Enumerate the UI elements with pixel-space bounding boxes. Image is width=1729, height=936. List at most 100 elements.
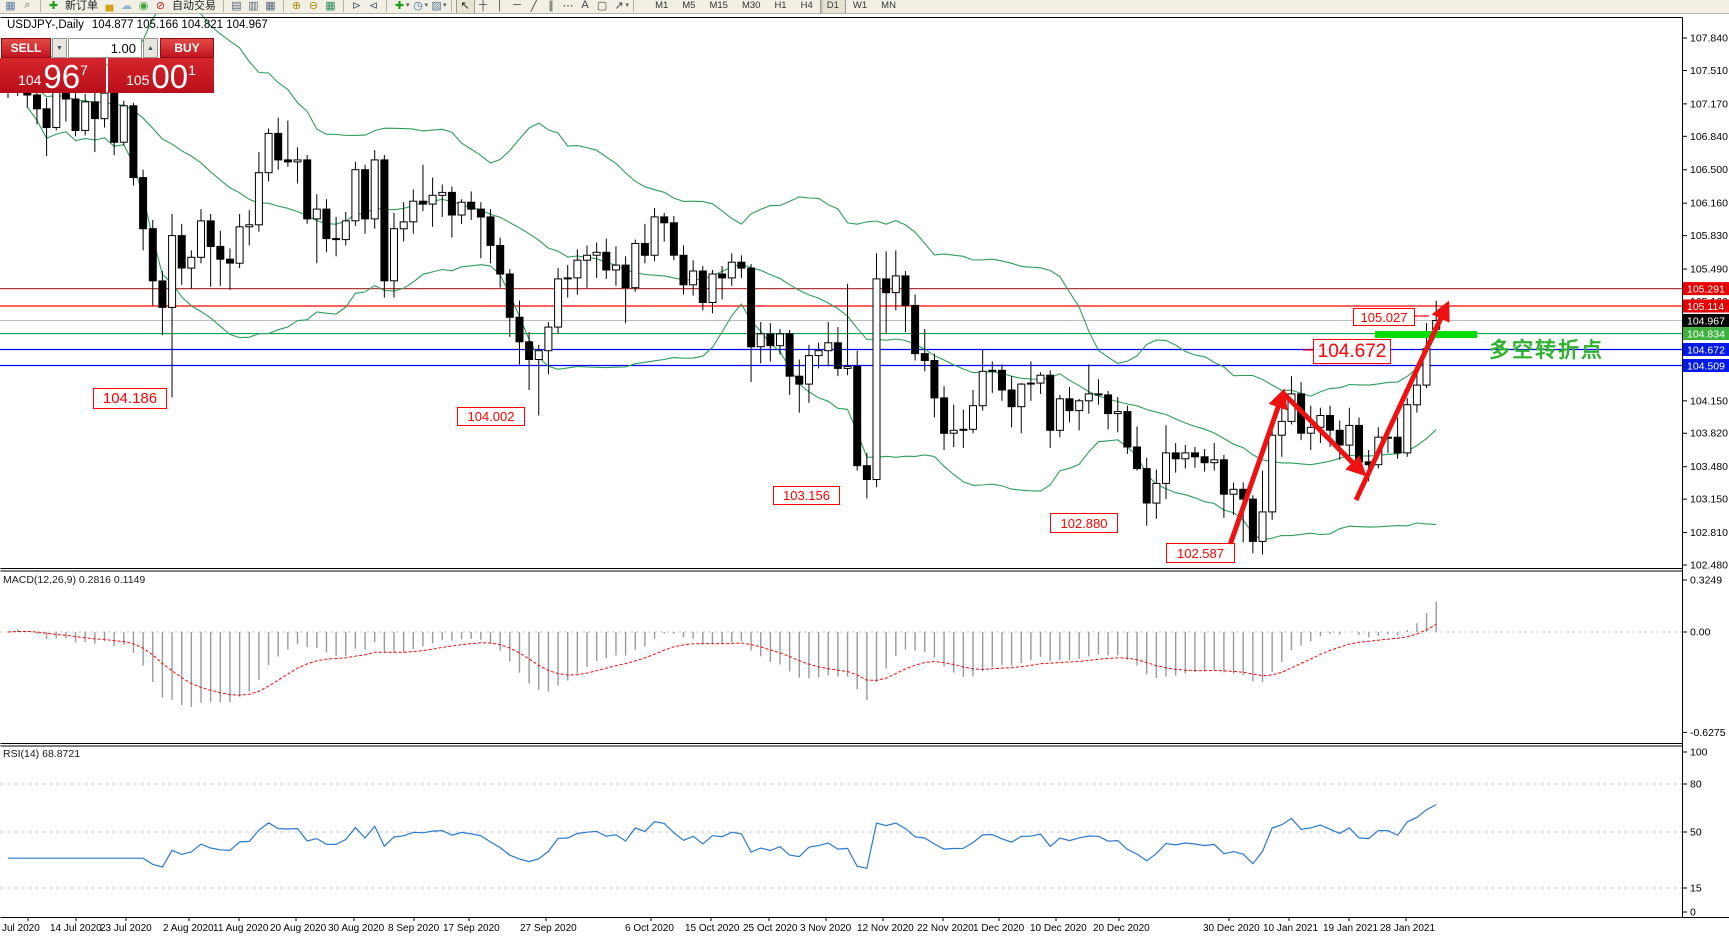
rsi-line xyxy=(8,804,1437,869)
macd-tick: 0.00 xyxy=(1690,627,1711,639)
timeframe-button-m30[interactable]: M30 xyxy=(741,0,761,11)
price-label-object[interactable]: 102.880 xyxy=(1050,513,1118,533)
date-tick: 8 Sep 2020 xyxy=(388,923,440,934)
zoom-in-icon[interactable]: ⊕ xyxy=(291,0,302,12)
price-label-object[interactable]: 104.002 xyxy=(457,407,525,426)
timeframe-button-m1[interactable]: M1 xyxy=(655,0,669,11)
date-tick: 2 Aug 2020 xyxy=(163,923,214,934)
price-label-object[interactable]: 105.027 xyxy=(1353,308,1415,326)
candlesticks xyxy=(4,56,1441,555)
ask-pips: 00 xyxy=(151,58,189,95)
vertical-line-icon[interactable]: │ xyxy=(496,0,504,11)
rsi-tick: 0 xyxy=(1690,907,1696,919)
equidistant-channel-icon[interactable]: ∥ xyxy=(548,0,554,12)
text-tool-icon[interactable]: A xyxy=(581,0,589,11)
chevron-down-icon: ▼ xyxy=(56,44,63,52)
date-tick: 30 Dec 2020 xyxy=(1203,923,1260,934)
price-label-object[interactable]: 103.156 xyxy=(773,486,840,505)
trend-arrow xyxy=(1353,300,1450,502)
date-tick: 15 Oct 2020 xyxy=(685,923,740,934)
volume-decrease-button[interactable]: ▼ xyxy=(52,38,67,58)
date-tick: 10 Jan 2021 xyxy=(1263,923,1318,934)
volume-input[interactable] xyxy=(68,38,142,58)
chart-shift-icon[interactable]: ⊲ xyxy=(368,0,379,12)
timeframe-button-m5[interactable]: M5 xyxy=(682,0,696,11)
crosshair-icon[interactable]: ┼ xyxy=(479,0,487,11)
rsi-value: 68.8721 xyxy=(42,748,81,760)
cursor-icon[interactable]: ↖ xyxy=(455,0,475,13)
toolbar-separator xyxy=(223,0,224,12)
chart-window-icon[interactable]: ▦ xyxy=(5,0,16,12)
date-tick: 27 Sep 2020 xyxy=(520,923,577,934)
new-order-label[interactable]: 新订单 xyxy=(65,0,98,12)
autotrade-status-icon[interactable]: ⊘ xyxy=(155,0,166,12)
date-tick: 1 Dec 2020 xyxy=(973,923,1025,934)
deposit-icon[interactable]: ▄ xyxy=(105,0,114,11)
rsi-tick: 50 xyxy=(1690,827,1702,839)
candle-chart-icon[interactable]: ▥ xyxy=(248,0,259,12)
zoom-out-icon[interactable]: ⊖ xyxy=(308,0,319,12)
timeframe-button-d1[interactable]: D1 xyxy=(819,0,846,13)
price-tick: 103.150 xyxy=(1690,494,1728,506)
date-tick: 10 Dec 2020 xyxy=(1030,923,1087,934)
sell-button[interactable]: SELL xyxy=(1,38,51,58)
timeframe-button-h4[interactable]: H4 xyxy=(800,0,813,11)
signal-icon[interactable]: ◉ xyxy=(138,0,149,12)
price-label-object[interactable]: 104.186 xyxy=(93,388,167,409)
bollinger-lower xyxy=(26,106,1437,541)
cloud-icon[interactable]: ☁ xyxy=(121,0,132,12)
tile-windows-icon[interactable]: ▦ xyxy=(325,0,336,12)
date-tick: 6 Oct 2020 xyxy=(625,923,674,934)
macd-tick: 0.3249 xyxy=(1690,575,1722,587)
indicators-icon[interactable]: ✚ xyxy=(394,0,405,12)
price-label-object[interactable]: 102.587 xyxy=(1166,543,1235,563)
price-label-object[interactable]: 104.672 xyxy=(1313,339,1391,364)
bollinger-upper xyxy=(27,2,1437,397)
svg-text:105.114: 105.114 xyxy=(1687,301,1724,313)
pivot-point-text-object[interactable]: 多空转折点 xyxy=(1489,339,1604,362)
date-tick: 30 Aug 2020 xyxy=(328,923,385,934)
ask-point: 1 xyxy=(188,62,196,78)
line-chart-icon[interactable]: ▦ xyxy=(265,0,276,12)
svg-text:104.967: 104.967 xyxy=(1687,315,1725,327)
bid-pips: 96 xyxy=(43,58,81,95)
dropdown-caret-icon[interactable]: ▾ xyxy=(625,2,630,9)
price-tick: 103.820 xyxy=(1690,428,1728,440)
horizontal-line-icon[interactable]: ─ xyxy=(513,0,521,11)
search-icon[interactable]: ⌕ xyxy=(24,0,31,11)
toolbar-separator xyxy=(40,0,41,12)
fibonacci-icon[interactable]: ⋯ xyxy=(562,0,574,12)
date-tick: 11 Aug 2020 xyxy=(213,923,269,934)
ohlc-values: 104.877 105.166 104.821 104.967 xyxy=(91,19,268,31)
buy-button[interactable]: BUY xyxy=(160,38,214,58)
volume-increase-button[interactable]: ▲ xyxy=(143,38,158,58)
auto-trading-label[interactable]: 自动交易 xyxy=(172,0,216,12)
auto-scroll-icon[interactable]: ⊳ xyxy=(351,0,362,12)
sell-button-label: SELL xyxy=(10,41,42,55)
price-tick: 104.150 xyxy=(1690,395,1728,407)
price-tick: 106.840 xyxy=(1690,131,1728,143)
dropdown-caret-icon[interactable]: ▾ xyxy=(406,2,410,9)
date-tick: 25 Oct 2020 xyxy=(743,923,798,934)
ask-price-panel[interactable]: 105 00 1 xyxy=(108,58,214,93)
date-tick: 28 Jan 2021 xyxy=(1380,923,1435,934)
price-tick: 107.840 xyxy=(1690,33,1728,45)
timeframe-button-m15[interactable]: M15 xyxy=(709,0,728,11)
periods-icon[interactable]: ◷ xyxy=(413,0,423,12)
timeframe-button-w1[interactable]: W1 xyxy=(852,0,868,11)
new-order-icon[interactable]: ✚ xyxy=(48,0,59,12)
dropdown-caret-icon[interactable]: ▾ xyxy=(443,2,447,9)
timeframe-button-h1[interactable]: H1 xyxy=(774,0,787,11)
templates-icon[interactable]: ▨ xyxy=(431,0,442,12)
dropdown-caret-icon[interactable]: ▾ xyxy=(424,2,429,9)
timeframe-button-mn[interactable]: MN xyxy=(881,0,896,11)
bar-chart-icon[interactable]: ▤ xyxy=(231,0,242,12)
trendline-icon[interactable]: ╱ xyxy=(530,0,538,12)
shapes-icon[interactable]: ▢ xyxy=(596,0,608,12)
macd-values: 0.2816 0.1149 xyxy=(78,574,146,586)
bid-price-panel[interactable]: 104 96 7 xyxy=(0,58,106,93)
price-tick: 107.510 xyxy=(1690,65,1728,77)
arrows-tool-icon[interactable]: ↗ xyxy=(614,0,624,12)
svg-text:104.672: 104.672 xyxy=(1687,344,1725,356)
